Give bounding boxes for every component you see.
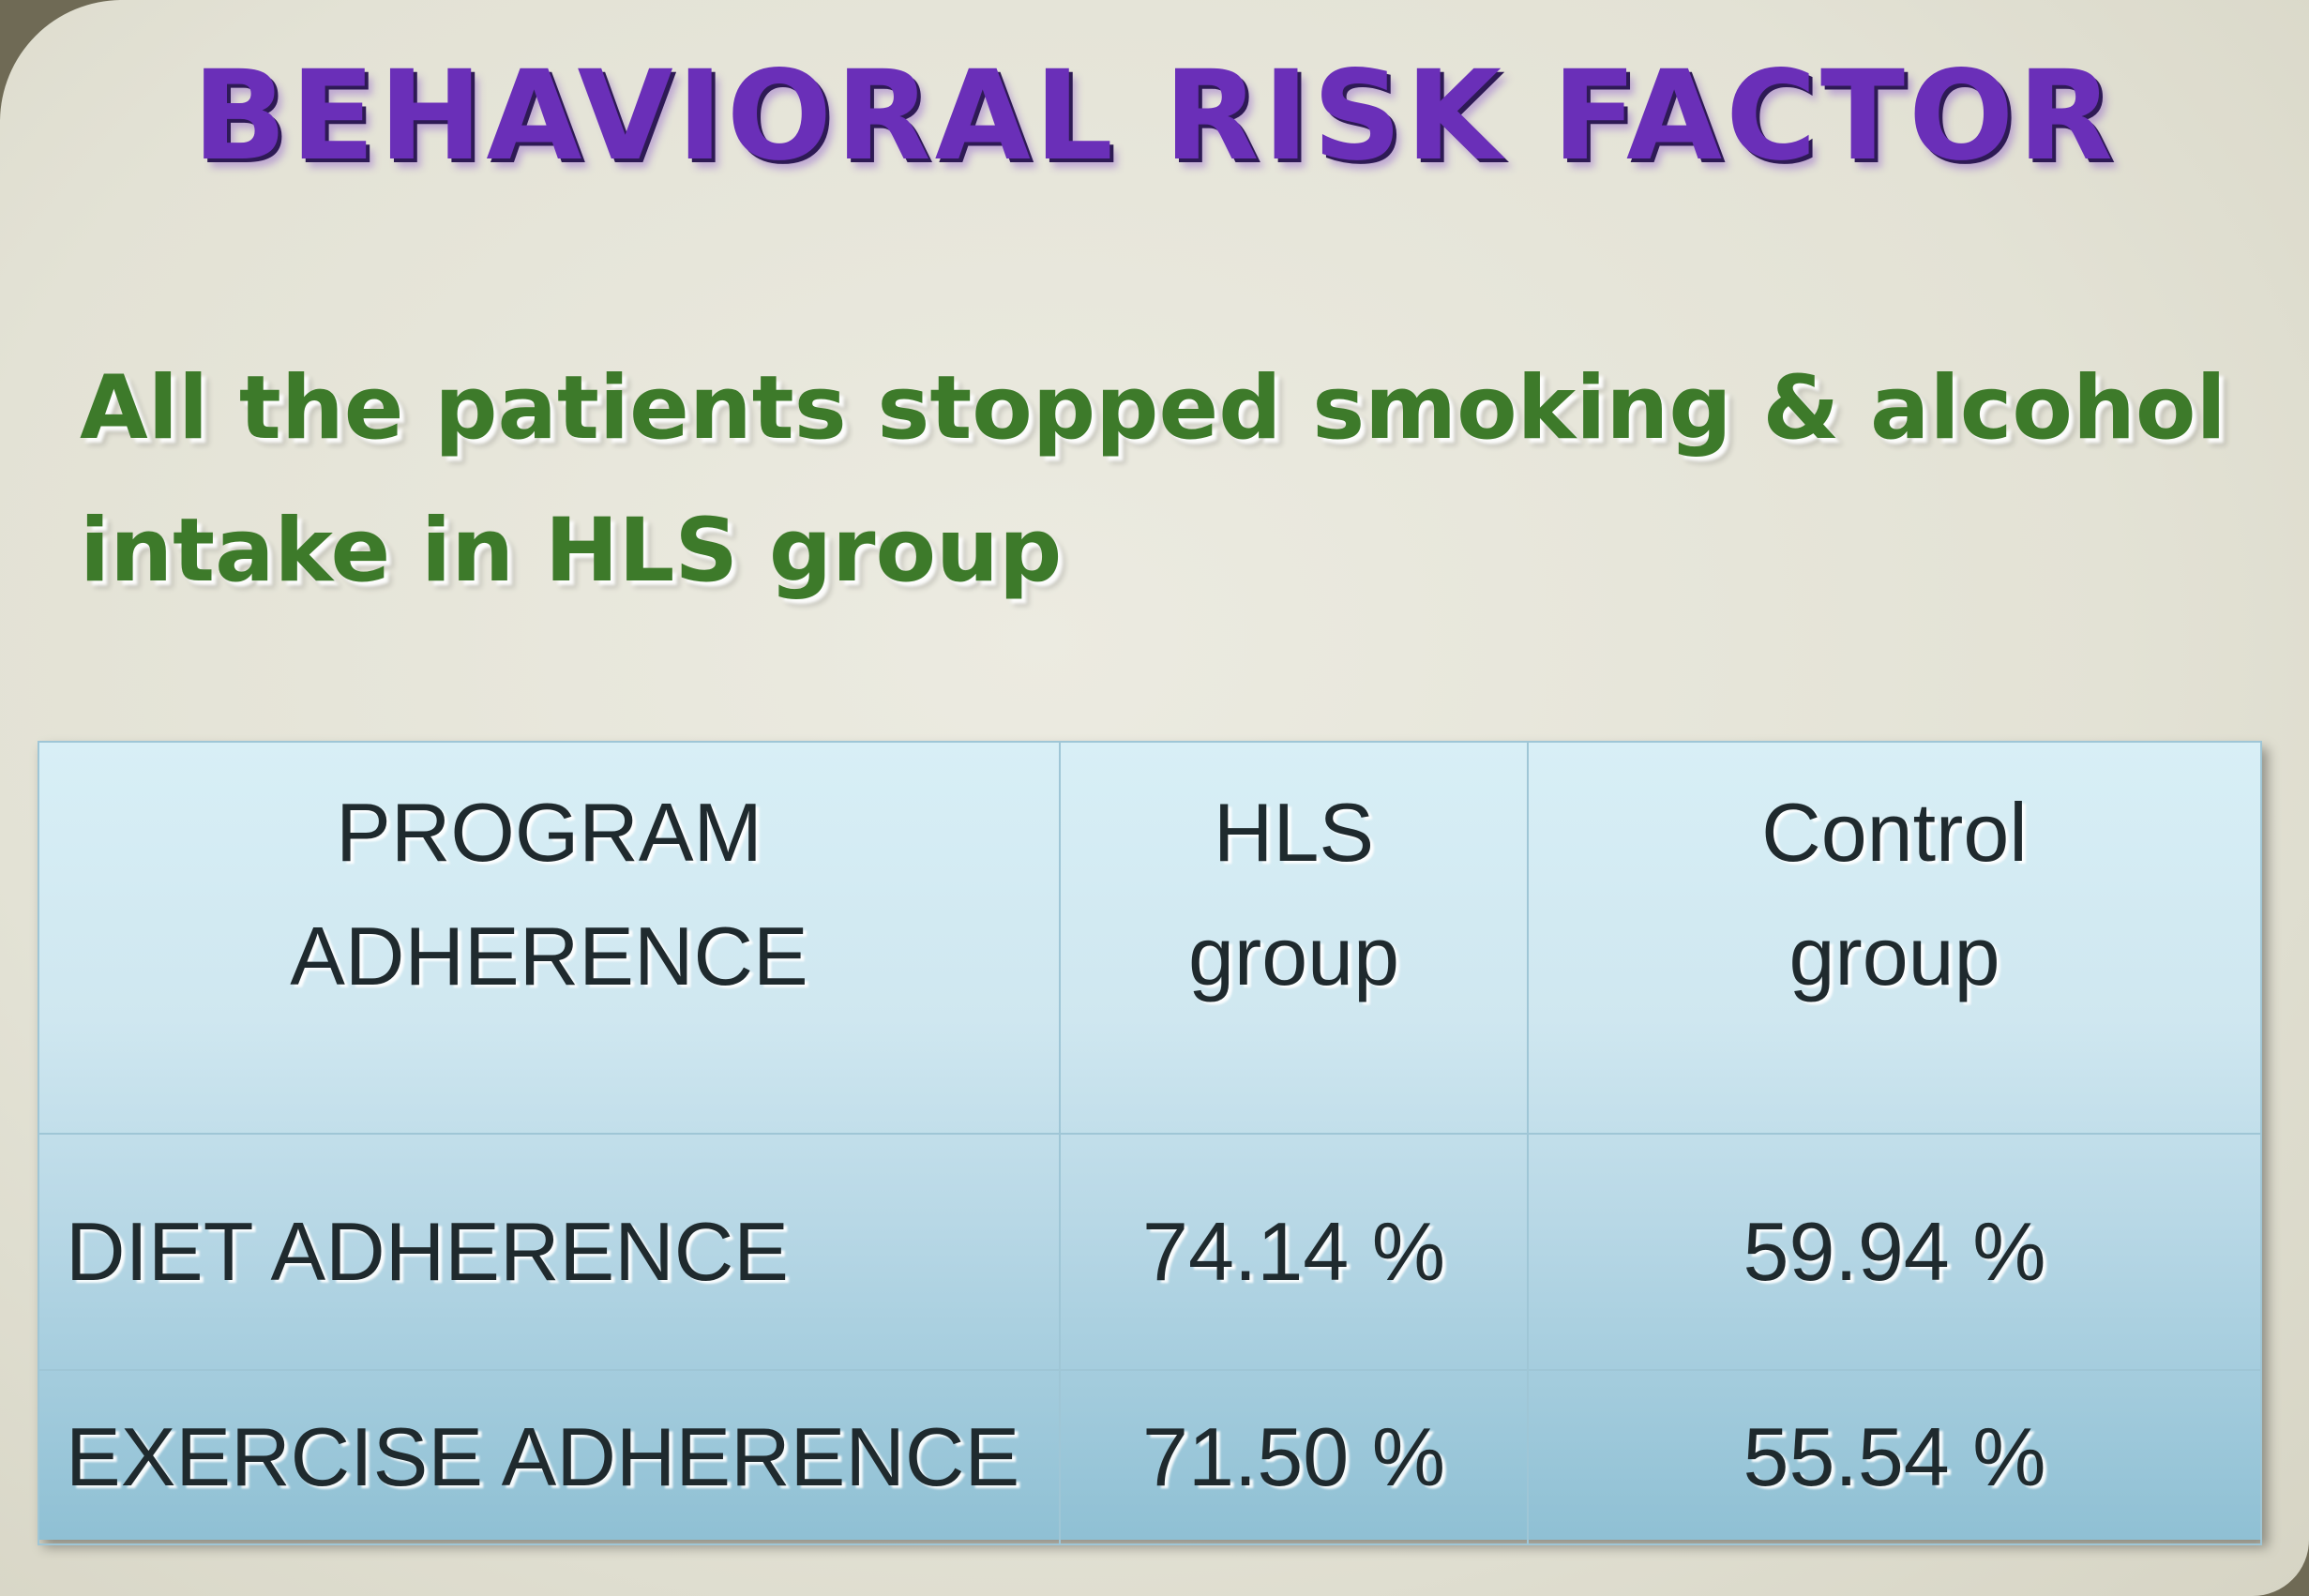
header-program-adherence: PROGRAM ADHERENCE — [38, 741, 1061, 1135]
header-hls-group: HLS group — [1059, 741, 1529, 1135]
table-row: EXERCISE ADHERENCE 71.50 % 55.54 % — [38, 1369, 2262, 1545]
cell-diet-hls: 74.14 % — [1059, 1133, 1529, 1371]
slide-title: BEHAVIORAL RISK FACTOR — [192, 44, 2117, 188]
adherence-table: PROGRAM ADHERENCE HLS group Control grou… — [38, 741, 2262, 1545]
header-line: HLS — [1213, 786, 1375, 879]
table-row: DIET ADHERENCE 74.14 % 59.94 % — [38, 1133, 2262, 1371]
cell-exercise-hls: 71.50 % — [1059, 1369, 1529, 1545]
header-line: PROGRAM — [336, 786, 762, 879]
header-line: ADHERENCE — [290, 910, 808, 1002]
header-line: group — [1788, 910, 2000, 1002]
header-control-group: Control group — [1527, 741, 2262, 1135]
row-label-diet: DIET ADHERENCE — [38, 1133, 1061, 1371]
header-line: group — [1187, 910, 1400, 1002]
adherence-table-container: PROGRAM ADHERENCE HLS group Control grou… — [38, 741, 2262, 1545]
cell-diet-control: 59.94 % — [1527, 1133, 2262, 1371]
row-label-exercise: EXERCISE ADHERENCE — [38, 1369, 1061, 1545]
header-line: Control — [1761, 786, 2028, 879]
table-header-row: PROGRAM ADHERENCE HLS group Control grou… — [38, 741, 2262, 1135]
cell-exercise-control: 55.54 % — [1527, 1369, 2262, 1545]
slide-subtitle: All the patients stopped smoking & alcoh… — [80, 357, 2226, 602]
